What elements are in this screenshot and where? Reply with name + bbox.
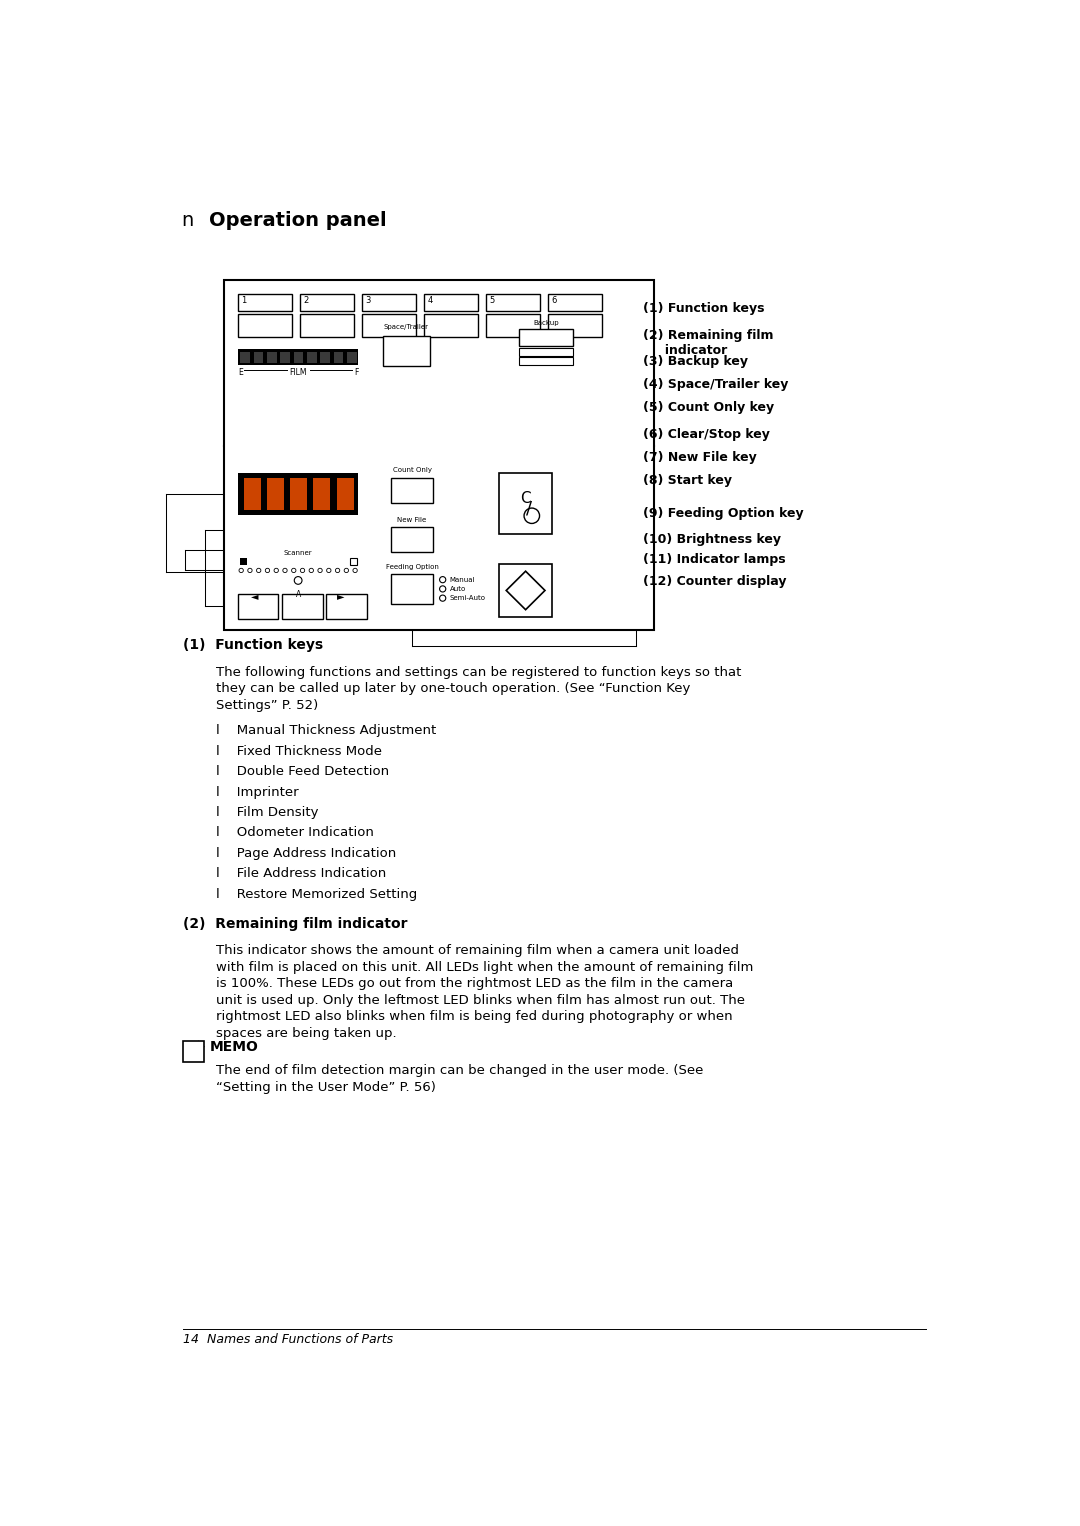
Text: (11) Indicator lamps: (11) Indicator lamps	[643, 554, 785, 566]
Text: Operation panel: Operation panel	[208, 211, 387, 230]
Text: 3: 3	[365, 296, 370, 305]
Bar	[347, 353, 356, 363]
Text: 4: 4	[428, 296, 432, 305]
Text: The end of film detection margin can be changed in the user mode. (See
“Setting : The end of film detection margin can be …	[216, 1064, 703, 1094]
Bar	[300, 295, 353, 311]
Text: A: A	[296, 589, 300, 598]
Text: (8) Start key: (8) Start key	[643, 475, 731, 487]
Text: 5: 5	[489, 296, 495, 305]
Bar	[362, 295, 416, 311]
Text: (1)  Function keys: (1) Function keys	[183, 638, 323, 652]
Bar	[313, 478, 330, 510]
Text: (2) Remaining film
     indicator: (2) Remaining film indicator	[643, 328, 773, 357]
Bar	[281, 353, 291, 363]
Text: l    Page Address Indication: l Page Address Indication	[216, 847, 396, 859]
Text: /: /	[526, 499, 532, 517]
Bar	[254, 353, 264, 363]
Text: E: E	[238, 368, 243, 377]
Text: l    Restore Memorized Setting: l Restore Memorized Setting	[216, 888, 417, 900]
Text: 1: 1	[241, 296, 246, 305]
Bar	[499, 565, 552, 617]
Bar	[238, 314, 292, 337]
Bar	[548, 295, 602, 311]
Text: Count Only: Count Only	[392, 467, 432, 473]
Bar	[321, 353, 330, 363]
Text: ◄: ◄	[252, 591, 259, 601]
Bar	[499, 473, 552, 534]
Bar	[486, 314, 540, 337]
Text: New File: New File	[397, 517, 427, 523]
Bar	[391, 574, 433, 604]
Bar	[238, 594, 279, 620]
Text: (12) Counter display: (12) Counter display	[643, 575, 786, 588]
Text: l    Imprinter: l Imprinter	[216, 786, 298, 798]
Text: (10) Brightness key: (10) Brightness key	[643, 533, 781, 546]
Bar	[241, 353, 249, 363]
Bar	[267, 478, 284, 510]
Text: Auto: Auto	[449, 586, 465, 592]
Text: The following functions and settings can be registered to function keys so that
: The following functions and settings can…	[216, 665, 741, 713]
Text: (3) Backup key: (3) Backup key	[643, 356, 747, 368]
Text: C: C	[521, 491, 531, 507]
Bar	[486, 295, 540, 311]
Text: l    Film Density: l Film Density	[216, 806, 319, 819]
Bar	[337, 478, 353, 510]
Bar	[183, 1041, 204, 1062]
Text: (6) Clear/Stop key: (6) Clear/Stop key	[643, 427, 769, 441]
Text: Space/Trailer: Space/Trailer	[383, 324, 429, 330]
Text: ►: ►	[337, 591, 345, 601]
Bar	[238, 349, 359, 365]
Text: 14  Names and Functions of Parts: 14 Names and Functions of Parts	[183, 1332, 393, 1346]
Bar	[518, 348, 572, 356]
Text: FILM: FILM	[289, 368, 307, 377]
Bar	[238, 295, 292, 311]
Bar	[240, 559, 246, 565]
Text: Manual: Manual	[449, 577, 475, 583]
Bar	[350, 559, 356, 565]
Text: (1) Function keys: (1) Function keys	[643, 302, 765, 314]
Bar	[267, 353, 276, 363]
Text: This indicator shows the amount of remaining film when a camera unit loaded
with: This indicator shows the amount of remai…	[216, 945, 753, 1039]
Bar	[238, 473, 359, 514]
Bar	[307, 353, 316, 363]
Bar	[424, 295, 477, 311]
Bar	[294, 353, 303, 363]
Bar	[518, 357, 572, 365]
Bar	[282, 594, 323, 620]
Bar	[518, 330, 572, 346]
Text: n: n	[181, 211, 193, 230]
Text: Backup: Backup	[532, 320, 558, 327]
Bar	[291, 478, 307, 510]
Text: (7) New File key: (7) New File key	[643, 452, 756, 464]
Text: F: F	[354, 368, 359, 377]
Text: (5) Count Only key: (5) Count Only key	[643, 401, 773, 414]
Text: l    Double Feed Detection: l Double Feed Detection	[216, 765, 389, 778]
Bar	[225, 281, 654, 630]
Text: 2: 2	[303, 296, 309, 305]
Bar	[334, 353, 343, 363]
Text: l    File Address Indication: l File Address Indication	[216, 867, 386, 881]
Text: (2)  Remaining film indicator: (2) Remaining film indicator	[183, 917, 407, 931]
Text: (9) Feeding Option key: (9) Feeding Option key	[643, 507, 804, 520]
Bar	[391, 478, 433, 504]
Text: 6: 6	[551, 296, 556, 305]
Text: (4) Space/Trailer key: (4) Space/Trailer key	[643, 378, 788, 391]
Text: l    Fixed Thickness Mode: l Fixed Thickness Mode	[216, 745, 381, 758]
Bar	[383, 336, 430, 366]
Text: l    Odometer Indication: l Odometer Indication	[216, 827, 374, 839]
Text: Semi-Auto: Semi-Auto	[449, 595, 486, 601]
Text: Scanner: Scanner	[284, 549, 312, 555]
Bar	[548, 314, 602, 337]
Bar	[424, 314, 477, 337]
Bar	[243, 478, 260, 510]
Text: l    Manual Thickness Adjustment: l Manual Thickness Adjustment	[216, 725, 436, 737]
Bar	[362, 314, 416, 337]
Bar	[326, 594, 367, 620]
Bar	[391, 526, 433, 552]
Text: MEMO: MEMO	[211, 1039, 259, 1054]
Bar	[300, 314, 353, 337]
Text: Feeding Option: Feeding Option	[386, 565, 438, 571]
